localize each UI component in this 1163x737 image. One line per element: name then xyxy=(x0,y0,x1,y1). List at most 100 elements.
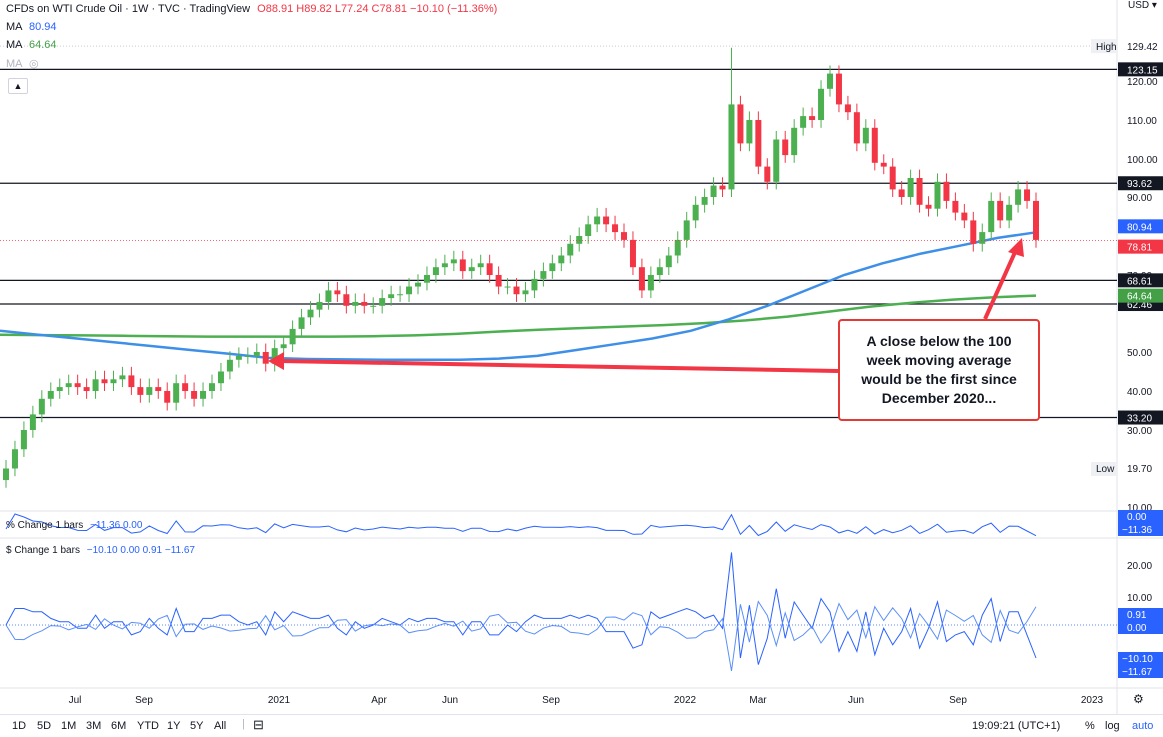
level-tag xyxy=(1118,273,1163,288)
pct-change-line xyxy=(5,513,1037,537)
x-tick-label: Mar xyxy=(749,695,767,706)
x-tick-label: 2021 xyxy=(268,695,291,706)
dollar-y-tick: 20.00 xyxy=(1127,561,1152,572)
currency-label[interactable]: USD ▾ xyxy=(1128,0,1157,11)
candle-body xyxy=(11,449,18,469)
candle-body xyxy=(307,309,314,318)
range-1y[interactable]: 1Y xyxy=(167,720,181,732)
percent-toggle[interactable]: % xyxy=(1085,720,1095,732)
last-price-tag-label: 78.81 xyxy=(1127,243,1152,254)
candle-body xyxy=(191,391,198,399)
candle-body xyxy=(137,387,144,395)
candle-body xyxy=(388,294,395,299)
candle-body xyxy=(988,200,995,233)
candle-body xyxy=(370,305,377,307)
candle-body xyxy=(226,359,233,372)
candle-body xyxy=(397,294,404,296)
dollar-y-tick: 10.00 xyxy=(1127,593,1152,604)
eye-hidden-icon[interactable]: ◎ xyxy=(28,58,39,70)
candle-body xyxy=(468,267,475,272)
ma-200-value: 64.64 xyxy=(28,39,57,51)
candle-body xyxy=(209,383,215,391)
candle-body xyxy=(934,181,941,209)
candle-body xyxy=(997,200,1004,221)
currency-text: USD xyxy=(1128,0,1150,11)
candle-body xyxy=(827,73,833,89)
candle-body xyxy=(343,294,350,306)
candle-body xyxy=(665,255,672,268)
clock-time[interactable]: 19:09:21 (UTC+1) xyxy=(972,720,1061,732)
low-tag-bg xyxy=(1091,462,1117,476)
range-6m[interactable]: 6M xyxy=(111,720,127,732)
settings-gear-icon: ⚙ xyxy=(1133,692,1144,706)
pct-change-label: % Change 1 bars xyxy=(6,520,84,531)
log-toggle[interactable]: log xyxy=(1105,720,1120,732)
candle-body xyxy=(809,116,816,120)
auto-toggle[interactable]: auto xyxy=(1132,720,1154,732)
candle-body xyxy=(728,104,735,190)
dollar-tag xyxy=(1118,665,1163,678)
annotation-text: A close below the 100 week moving averag… xyxy=(861,333,1017,406)
candle-body xyxy=(567,243,574,256)
candle-body xyxy=(692,204,699,221)
level-tag xyxy=(1118,62,1163,77)
legend-ma-200[interactable]: MA 64.64 xyxy=(6,39,57,51)
price-chart[interactable]: 120.00110.00100.0090.0070.0050.0040.0030… xyxy=(0,0,1163,714)
range-all[interactable]: All xyxy=(214,720,227,732)
candle-body xyxy=(513,286,520,295)
range-1d[interactable]: 1D xyxy=(12,720,27,732)
candle-body xyxy=(800,116,807,128)
candle-body xyxy=(423,275,430,283)
dollar-tag xyxy=(1118,652,1163,665)
candle-body xyxy=(862,127,869,144)
dollar-tag-label: 0.91 xyxy=(1127,610,1147,621)
candle-body xyxy=(549,263,556,272)
range-ytd[interactable]: YTD xyxy=(137,720,159,732)
low-value: 19.70 xyxy=(1127,464,1152,475)
annotation-arrow-up xyxy=(983,249,1018,320)
candle-body xyxy=(164,391,171,403)
candle-body xyxy=(459,259,466,272)
candle-body xyxy=(182,383,189,391)
chevron-down-icon: ▾ xyxy=(1151,0,1157,11)
candle-body xyxy=(719,185,726,190)
candle-body xyxy=(970,220,977,244)
candle-body xyxy=(961,212,968,221)
candle-body xyxy=(155,387,162,391)
y-tick-label: 40.00 xyxy=(1127,387,1152,398)
candle-body xyxy=(38,398,45,415)
candle-body xyxy=(504,286,511,288)
candle-body xyxy=(441,263,448,268)
ma-200-tag-label: 64.64 xyxy=(1127,292,1152,303)
x-tick-label: Apr xyxy=(371,695,387,706)
level-tag-label: 123.15 xyxy=(1127,65,1158,76)
candle-body xyxy=(1024,189,1031,201)
x-tick-label: Jul xyxy=(69,695,82,706)
divider: | xyxy=(242,718,245,730)
level-tag xyxy=(1118,176,1163,191)
range-5d[interactable]: 5D xyxy=(37,720,52,732)
dollar-tag-label: −11.67 xyxy=(1122,667,1153,678)
candle-body xyxy=(20,430,27,450)
candle-body xyxy=(764,166,771,182)
annotation-callout[interactable]: A close below the 100 week moving averag… xyxy=(838,319,1040,421)
ma-100-tag xyxy=(1118,219,1163,234)
y-tick-label: 120.00 xyxy=(1127,77,1158,88)
candle-body xyxy=(316,301,323,310)
collapse-legend-button[interactable]: ▲ xyxy=(8,78,28,94)
bottom-toolbar: 1D 5D 1M 3M 6M YTD 1Y 5Y All | ⊟ 19:09:2… xyxy=(0,714,1163,737)
legend-ma-hidden[interactable]: MA ◎ xyxy=(6,57,39,70)
range-1m[interactable]: 1M xyxy=(61,720,77,732)
candle-body xyxy=(907,178,914,197)
candle-body xyxy=(74,383,81,388)
candle-body xyxy=(755,120,762,167)
level-tag-label: 93.62 xyxy=(1127,179,1152,190)
candle-body xyxy=(110,379,117,384)
range-3m[interactable]: 3M xyxy=(86,720,102,732)
legend-ma-100[interactable]: MA 80.94 xyxy=(6,21,57,33)
calendar-icon[interactable]: ⊟ xyxy=(253,717,264,732)
candle-body xyxy=(943,181,950,201)
dollar-tag-label: −10.10 xyxy=(1122,654,1153,665)
candle-body xyxy=(916,178,923,205)
range-5y[interactable]: 5Y xyxy=(190,720,204,732)
